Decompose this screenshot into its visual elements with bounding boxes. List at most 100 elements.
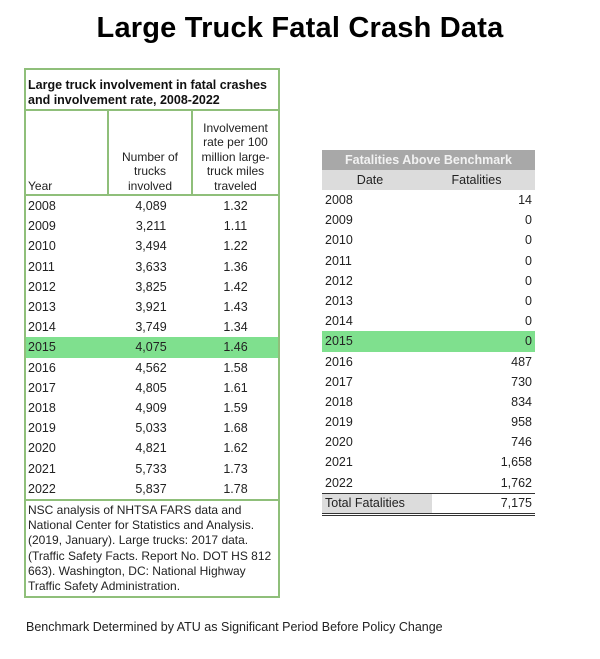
table-row: 2018 834 bbox=[322, 392, 535, 412]
table-row: 2015 4,075 1.46 bbox=[26, 337, 278, 358]
table-row: 2021 1,658 bbox=[322, 452, 535, 472]
cell-trucks: 5,837 bbox=[135, 481, 167, 496]
cell-rate: 1.59 bbox=[223, 400, 248, 415]
cell-rate: 1.34 bbox=[223, 320, 248, 335]
cell-trucks: 3,825 bbox=[135, 279, 167, 294]
table-body: 2008 14 2009 0 2010 0 2011 0 2012 0 2013 0 2014 0 2015… bbox=[322, 190, 535, 493]
cell-trucks: 5,733 bbox=[135, 461, 167, 476]
cell-year: 2014 bbox=[28, 320, 56, 335]
cell-rate: 1.32 bbox=[223, 199, 248, 214]
table-row: 2010 0 bbox=[322, 230, 535, 250]
cell-fatalities: 0 bbox=[525, 314, 532, 329]
cell-date: 2021 bbox=[325, 455, 353, 470]
cell-year: 2019 bbox=[28, 421, 56, 436]
table-header: Year Number of trucks involved Involveme… bbox=[26, 111, 278, 196]
cell-trucks: 4,805 bbox=[135, 380, 167, 395]
cell-trucks: 4,089 bbox=[135, 199, 167, 214]
page-title: Large Truck Fatal Crash Data bbox=[96, 12, 504, 44]
total-label: Total Fatalities bbox=[322, 493, 432, 513]
cell-date: 2011 bbox=[325, 253, 352, 268]
table-row: 2008 14 bbox=[322, 190, 535, 210]
cell-date: 2008 bbox=[325, 193, 353, 207]
header-rate: Involvement rate per 100 million large-t… bbox=[201, 120, 270, 193]
header-date: Date bbox=[356, 173, 384, 187]
total-row: Total Fatalities 7,175 bbox=[322, 492, 535, 516]
cell-trucks: 3,633 bbox=[135, 259, 167, 274]
header-year: Year bbox=[26, 111, 109, 194]
cell-year: 2010 bbox=[28, 239, 56, 254]
cell-year: 2020 bbox=[28, 441, 56, 456]
cell-rate: 1.43 bbox=[223, 300, 248, 315]
table-row: 2013 0 bbox=[322, 291, 535, 311]
cell-fatalities: 1,658 bbox=[500, 455, 532, 470]
table-row: 2018 4,909 1.59 bbox=[26, 398, 278, 418]
table-title: Fatalities Above Benchmark bbox=[322, 150, 535, 170]
cell-date: 2012 bbox=[325, 273, 353, 288]
table-row: 2014 3,749 1.34 bbox=[26, 317, 278, 337]
cell-year: 2018 bbox=[28, 400, 56, 415]
benchmark-footnote: Benchmark Determined by ATU as Significa… bbox=[26, 620, 443, 634]
cell-fatalities: 1,762 bbox=[500, 475, 532, 490]
cell-trucks: 4,562 bbox=[135, 360, 167, 375]
cell-year: 2017 bbox=[28, 380, 56, 395]
table-row: 2016 487 bbox=[322, 352, 535, 372]
table-caption: Large truck involvement in fatal crashes… bbox=[26, 70, 278, 111]
table-row: 2022 5,837 1.78 bbox=[26, 479, 278, 499]
cell-rate: 1.73 bbox=[223, 461, 248, 476]
cell-year: 2011 bbox=[28, 259, 55, 274]
cell-date: 2018 bbox=[325, 394, 353, 409]
cell-date: 2016 bbox=[325, 354, 353, 369]
table-row: 2009 3,211 1.11 bbox=[26, 216, 278, 236]
cell-rate: 1.58 bbox=[223, 360, 248, 375]
total-value: 7,175 bbox=[500, 495, 532, 510]
cell-year: 2009 bbox=[28, 219, 56, 234]
fatalities-above-benchmark-table: Fatalities Above Benchmark Date Fataliti… bbox=[322, 150, 535, 516]
cell-rate: 1.22 bbox=[223, 239, 248, 254]
table-row: 2011 3,633 1.36 bbox=[26, 257, 278, 277]
table-row: 2015 0 bbox=[322, 331, 535, 352]
table-row: 2008 4,089 1.32 bbox=[26, 196, 278, 216]
source-citation: NSC analysis of NHTSA FARS data and Nati… bbox=[26, 498, 278, 596]
cell-year: 2015 bbox=[28, 340, 56, 355]
cell-rate: 1.68 bbox=[223, 421, 248, 436]
truck-involvement-table: Large truck involvement in fatal crashes… bbox=[24, 68, 280, 598]
cell-year: 2016 bbox=[28, 360, 56, 375]
cell-year: 2012 bbox=[28, 279, 56, 294]
cell-trucks: 4,909 bbox=[135, 400, 167, 415]
table-row: 2019 5,033 1.68 bbox=[26, 418, 278, 438]
table-row: 2019 958 bbox=[322, 412, 535, 432]
table-row: 2017 4,805 1.61 bbox=[26, 378, 278, 398]
table-row: 2011 0 bbox=[322, 251, 535, 271]
cell-date: 2015 bbox=[325, 334, 353, 349]
cell-trucks: 3,921 bbox=[135, 300, 167, 315]
cell-trucks: 3,211 bbox=[135, 219, 167, 234]
table-header: Date Fatalities bbox=[322, 170, 535, 190]
table-row: 2013 3,921 1.43 bbox=[26, 297, 278, 317]
table-row: 2017 730 bbox=[322, 372, 535, 392]
table-row: 2020 4,821 1.62 bbox=[26, 438, 278, 458]
table-row: 2010 3,494 1.22 bbox=[26, 236, 278, 256]
table-body: 2008 4,089 1.32 2009 3,211 1.11 2010 3,494 1.22 2… bbox=[26, 196, 278, 499]
cell-rate: 1.11 bbox=[223, 219, 248, 234]
cell-date: 2019 bbox=[325, 415, 353, 430]
table-row: 2021 5,733 1.73 bbox=[26, 458, 278, 478]
cell-date: 2020 bbox=[325, 435, 353, 450]
cell-fatalities: 0 bbox=[525, 273, 532, 288]
table-row: 2009 0 bbox=[322, 210, 535, 230]
cell-fatalities: 0 bbox=[525, 213, 532, 228]
cell-date: 2014 bbox=[325, 314, 353, 329]
cell-fatalities: 487 bbox=[511, 354, 532, 369]
cell-date: 2013 bbox=[325, 293, 353, 308]
table-row: 2012 0 bbox=[322, 271, 535, 291]
cell-trucks: 3,749 bbox=[135, 320, 167, 335]
cell-year: 2013 bbox=[28, 300, 56, 315]
header-trucks: Number of trucks involved bbox=[109, 111, 193, 194]
cell-rate: 1.62 bbox=[223, 441, 248, 456]
cell-trucks: 4,075 bbox=[135, 340, 167, 355]
cell-fatalities: 746 bbox=[511, 435, 532, 450]
cell-rate: 1.36 bbox=[223, 259, 248, 274]
cell-rate: 1.46 bbox=[223, 340, 248, 355]
cell-fatalities: 14 bbox=[518, 193, 532, 207]
table-row: 2012 3,825 1.42 bbox=[26, 277, 278, 297]
cell-trucks: 4,821 bbox=[135, 441, 167, 456]
